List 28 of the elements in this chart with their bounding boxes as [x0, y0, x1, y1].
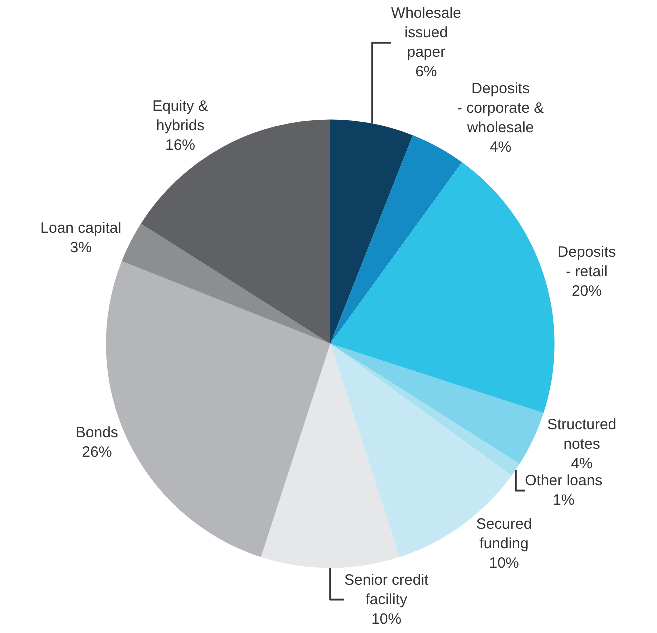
data-label: 10%: [372, 610, 402, 628]
data-label: 6%: [416, 64, 438, 81]
slice-label: Structured notes: [547, 416, 617, 454]
pie-slice: [330, 120, 414, 344]
slice-label: Deposits - corporate & wholesale: [457, 80, 544, 137]
data-label: 20%: [572, 283, 602, 300]
slice-label: Other loans: [525, 472, 603, 490]
data-label: 26%: [82, 444, 112, 462]
data-label: 1%: [553, 492, 575, 510]
slice-label: Deposits - retail: [558, 244, 616, 281]
slice-label: Wholesale issued paper: [391, 5, 462, 62]
pie-slice: [330, 344, 520, 476]
data-label: 4%: [571, 456, 593, 473]
slice-label: Secured funding: [476, 516, 532, 552]
data-label: 10%: [489, 554, 520, 572]
pie-slice: [122, 224, 330, 344]
slice-label: Loan capital: [40, 220, 122, 238]
slice-label: Equity & hybrids: [152, 98, 208, 134]
pie-slice: [330, 135, 462, 344]
pie-slice: [141, 120, 330, 344]
data-label: 3%: [70, 240, 92, 257]
pie-slice: [330, 344, 544, 464]
pie-slice: [330, 162, 554, 414]
data-label: 16%: [166, 136, 196, 154]
slice-label: Bonds: [76, 424, 118, 442]
slice-label: Senior credit facility: [344, 572, 430, 608]
data-label: 4%: [490, 139, 512, 156]
pie-slice: [261, 344, 400, 568]
